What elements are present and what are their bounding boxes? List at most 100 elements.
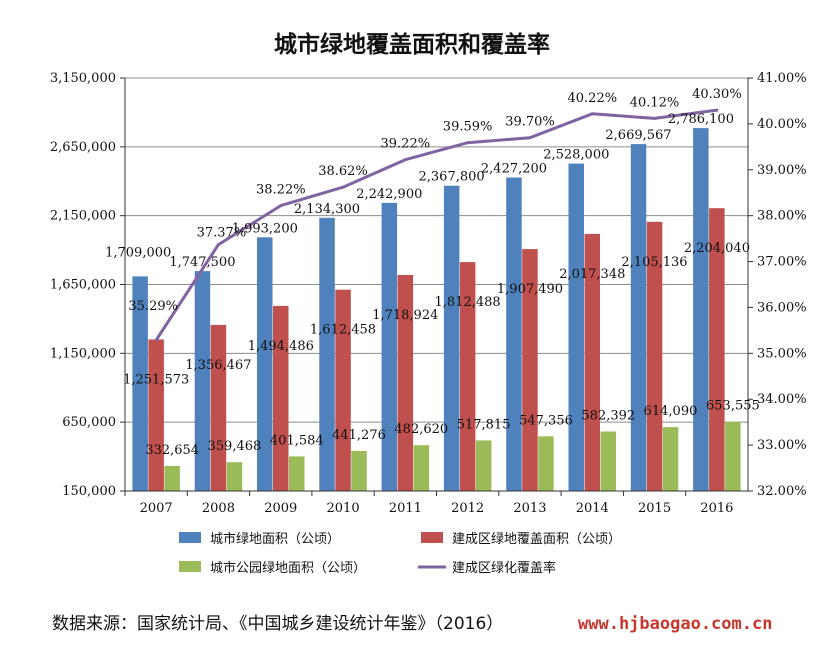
bar	[522, 249, 538, 491]
line-point	[653, 116, 656, 120]
x-axis-tick-label: 2013	[513, 501, 546, 516]
bar-data-label: 1,494,486	[248, 339, 314, 354]
bar-data-label: 653,555	[706, 399, 760, 414]
right-axis-tick-label: 41.00%	[757, 71, 807, 86]
bar-data-label: 1,907,490	[497, 282, 563, 297]
line-point	[279, 204, 283, 208]
bar-data-label: 2,242,900	[356, 187, 422, 202]
bar-data-label: 2,786,100	[668, 112, 734, 127]
line-data-label: 40.30%	[692, 87, 742, 102]
line-data-label: 37.37%	[197, 226, 247, 241]
bar-data-label: 614,090	[644, 404, 698, 419]
bar-data-label: 482,620	[394, 422, 448, 437]
bar-data-label: 2,528,000	[543, 148, 609, 163]
bar	[709, 208, 725, 491]
legend-label: 城市公园绿地面积（公顷）	[210, 560, 366, 576]
bar	[584, 233, 600, 491]
bar-data-label: 2,204,040	[684, 241, 750, 256]
bar	[600, 431, 616, 491]
line-point	[341, 185, 345, 189]
bar-data-label: 547,356	[519, 413, 573, 428]
source-note: 数据来源：国家统计局、《中国城乡建设统计年鉴》（2016）	[52, 614, 503, 634]
bar	[662, 427, 679, 491]
bar-data-label: 1,612,458	[310, 323, 376, 338]
x-axis-tick-label: 2008	[202, 501, 235, 516]
x-axis-tick-label: 2015	[638, 501, 671, 516]
legend-swatch	[179, 532, 201, 543]
bar-data-label: 517,815	[457, 417, 511, 432]
bar	[646, 221, 663, 492]
x-axis-tick-label: 2007	[140, 501, 173, 516]
legend-label: 建成区绿化覆盖率	[452, 560, 556, 576]
line-data-label: 38.22%	[256, 183, 306, 198]
bar	[351, 450, 367, 491]
legend: 城市绿地面积（公顷） 建成区绿地覆盖面积（公顷） 城市公园绿地面积（公顷） 建成区绿化…	[179, 531, 621, 576]
bar-data-label: 582,392	[581, 409, 635, 424]
legend-swatch	[179, 561, 201, 572]
source-url: www.hjbaogao.com.cn	[578, 614, 772, 634]
x-axis-tick-label: 2016	[700, 501, 733, 516]
line-point	[216, 243, 220, 247]
right-axis-tick-label: 34.00%	[757, 392, 807, 407]
bar	[319, 217, 335, 492]
line-series	[154, 108, 719, 342]
left-axis-tick-label: 2,150,000	[50, 209, 116, 224]
right-axis-tick-label: 37.00%	[757, 255, 807, 270]
bar	[210, 324, 227, 491]
right-axis-tick-label: 40.00%	[757, 117, 807, 132]
line-data-label: 39.22%	[381, 137, 431, 152]
line-data-label: 38.62%	[318, 164, 368, 179]
left-axis-tick-label: 3,150,000	[50, 71, 116, 86]
legend-label: 建成区绿地覆盖面积（公顷）	[452, 532, 621, 547]
bar-data-label: 1,812,488	[435, 295, 501, 310]
bar	[506, 177, 522, 491]
bar-data-label: 1,718,924	[372, 308, 438, 323]
bar-data-label: 1,993,200	[232, 221, 298, 236]
bar	[630, 144, 647, 491]
bar-data-label: 2,134,300	[294, 202, 360, 217]
right-axis-tick-label: 35.00%	[757, 346, 807, 361]
bar	[475, 440, 492, 491]
line-data-label: 35.29%	[128, 299, 178, 314]
bar-data-label: 401,584	[270, 433, 324, 448]
bar	[443, 185, 460, 491]
right-axis-tick-label: 36.00%	[757, 300, 807, 315]
bar	[132, 276, 148, 491]
right-axis-tick-label: 33.00%	[757, 438, 807, 453]
bar	[257, 237, 273, 491]
bar-data-label: 1,251,573	[123, 372, 189, 387]
left-axis-tick-label: 650,000	[62, 415, 116, 430]
bar	[459, 262, 476, 491]
coverage-rate-line	[154, 108, 718, 341]
bar	[273, 305, 289, 491]
bar-series	[132, 128, 741, 492]
bar	[335, 289, 351, 491]
bar	[226, 462, 243, 491]
legend-label: 城市绿地面积（公顷）	[210, 531, 340, 547]
bar-data-label: 1,709,000	[105, 245, 171, 260]
line-point	[154, 338, 158, 342]
line-point	[403, 158, 407, 162]
bar-data-label: 2,427,200	[481, 162, 547, 177]
bar	[568, 163, 584, 491]
bar	[725, 421, 741, 491]
x-axis-tick-label: 2012	[451, 501, 484, 516]
bar-data-label: 359,468	[208, 439, 262, 454]
bar-data-label: 441,276	[332, 428, 386, 443]
line-data-label: 40.22%	[568, 91, 618, 106]
x-axis-tick-label: 2014	[576, 501, 609, 516]
x-axis-tick-label: 2011	[389, 501, 422, 516]
left-axis-tick-label: 1,650,000	[50, 278, 116, 293]
bar	[693, 128, 709, 491]
bar	[289, 456, 305, 491]
line-point	[528, 136, 532, 140]
bar	[381, 202, 398, 491]
bar-data-label: 2,669,567	[605, 128, 671, 143]
bar-data-label: 1,356,467	[185, 358, 251, 373]
line-data-label: 39.70%	[505, 115, 555, 130]
line-point	[466, 141, 470, 145]
bar-data-label: 332,654	[145, 443, 199, 458]
x-axis-tick-label: 2010	[327, 501, 360, 516]
chart-title: 城市绿地覆盖面积和覆盖率	[274, 31, 550, 58]
